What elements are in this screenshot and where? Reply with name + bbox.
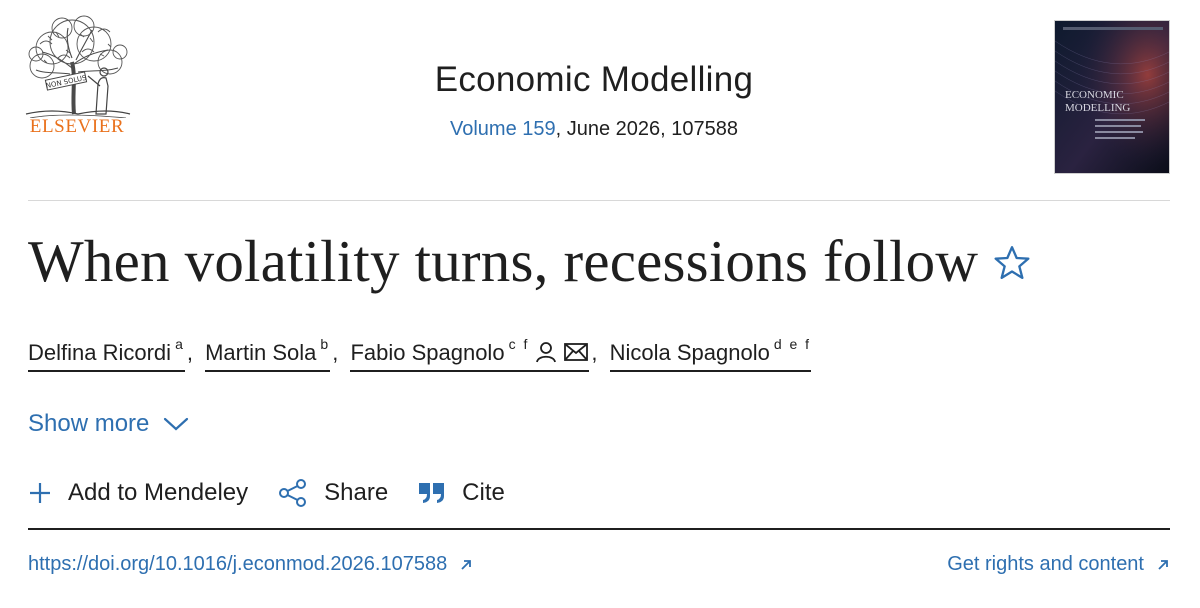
author-separator: , xyxy=(591,340,598,365)
publisher-name: ELSEVIER xyxy=(29,116,125,137)
actions-divider xyxy=(28,528,1170,530)
author-affiliation: b xyxy=(320,336,331,352)
share-button[interactable]: Share xyxy=(278,478,388,508)
show-more-button[interactable]: Show more xyxy=(28,410,189,438)
quote-icon xyxy=(419,483,445,503)
envelope-icon xyxy=(564,343,589,362)
author-link-nicola-spagnolo[interactable]: Nicola Spagnolo d e f xyxy=(609,336,812,372)
chevron-down-icon xyxy=(164,417,189,431)
author-name: Fabio Spagnolo xyxy=(350,340,505,365)
get-rights-text: Get rights and content xyxy=(947,553,1144,575)
author-affiliation: a xyxy=(175,336,185,352)
cite-label: Cite xyxy=(462,479,505,506)
author-name: Nicola Spagnolo xyxy=(609,340,770,365)
external-link-arrow-icon xyxy=(461,559,472,570)
volume-link[interactable]: Volume 159 xyxy=(449,118,556,140)
doi-link[interactable]: https://doi.org/10.1016/j.econmod.2026.1… xyxy=(28,553,473,576)
author-link-ricordi[interactable]: Delfina Ricordi a xyxy=(28,336,185,372)
svg-text:ECONOMIC: ECONOMIC xyxy=(1065,89,1124,101)
header-divider xyxy=(28,200,1170,201)
share-icon xyxy=(279,479,307,507)
doi-text: https://doi.org/10.1016/j.econmod.2026.1… xyxy=(28,553,448,575)
star-icon[interactable] xyxy=(992,243,1032,283)
person-icon xyxy=(536,342,557,363)
journal-title[interactable]: Economic Modelling xyxy=(0,60,1188,100)
article-title-text: When volatility turns, recessions follow xyxy=(28,228,979,294)
author-affiliation: c f xyxy=(508,336,530,352)
tree-icon: NON SOLUS xyxy=(25,15,131,118)
author-separator: , xyxy=(332,340,339,365)
author-list: Delfina Ricordi a, Martin Sola b, Fabio Sp… xyxy=(28,336,812,373)
journal-issue-info: Volume 159, June 2026, 107588 xyxy=(0,118,1188,141)
elsevier-tree-logo[interactable]: NON SOLUS xyxy=(22,14,134,139)
author-link-sola[interactable]: Martin Sola b xyxy=(205,336,331,372)
author-affiliation: d e f xyxy=(773,336,812,352)
get-rights-link[interactable]: Get rights and content xyxy=(947,553,1170,576)
external-link-arrow-icon xyxy=(1158,559,1168,570)
svg-text:MODELLING: MODELLING xyxy=(1065,102,1130,114)
share-label: Share xyxy=(324,479,389,506)
article-actions: Add to Mendeley Share Cite xyxy=(28,478,535,508)
show-more-label: Show more xyxy=(28,410,150,437)
cite-button[interactable]: Cite xyxy=(418,479,505,507)
journal-title-link[interactable]: Economic Modelling xyxy=(434,60,754,99)
add-to-mendeley-button[interactable]: Add to Mendeley xyxy=(28,479,248,507)
author-link-fabio-spagnolo[interactable]: Fabio Spagnolo c f xyxy=(350,336,590,373)
author-name: Martin Sola xyxy=(205,340,317,365)
add-to-mendeley-label: Add to Mendeley xyxy=(68,479,249,506)
journal-header: NON SOLUS ELSEVIER Economic Modelling Vo… xyxy=(0,0,1200,200)
article-title: When volatility turns, recessions follow xyxy=(28,228,1032,296)
author-name: Delfina Ricordi xyxy=(28,340,172,365)
journal-cover[interactable]: ECONOMIC MODELLING xyxy=(1054,20,1170,174)
cover-image: ECONOMIC MODELLING xyxy=(1055,21,1169,173)
plus-icon xyxy=(30,483,50,503)
author-separator: , xyxy=(186,340,193,365)
issue-details: , June 2026, 107588 xyxy=(555,118,739,140)
